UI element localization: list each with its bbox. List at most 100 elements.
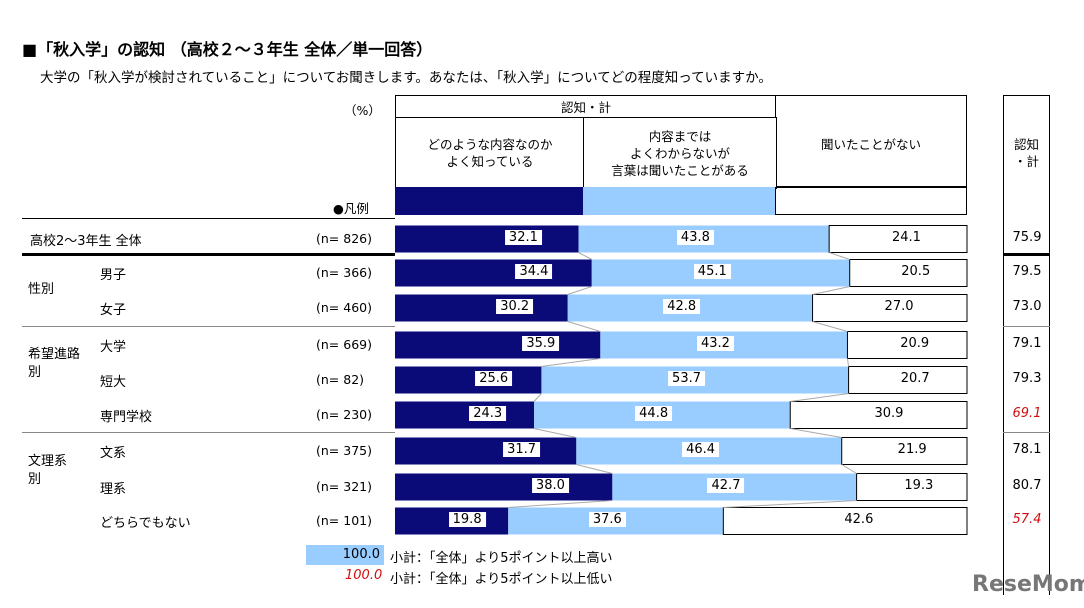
data-label: 27.0 — [880, 299, 918, 314]
sample-size: (n= 460) — [316, 300, 372, 315]
divider — [22, 432, 395, 433]
bar-segment — [395, 366, 542, 394]
header-group: 認知・計 — [395, 95, 777, 119]
data-label: 42.7 — [707, 478, 745, 493]
total-value: 79.1 — [1012, 336, 1042, 351]
divider — [22, 253, 395, 256]
bar-segment — [395, 225, 579, 253]
data-label: 24.3 — [469, 406, 507, 421]
bar-segment — [395, 259, 592, 287]
group-label: 文理系 別 — [28, 454, 68, 487]
divider — [22, 326, 395, 327]
connector-line — [723, 500, 857, 508]
category-label: 大学 — [100, 340, 127, 355]
data-label: 19.8 — [448, 512, 486, 527]
data-label: 20.9 — [896, 336, 934, 351]
group-label: 希望進路 別 — [28, 347, 81, 380]
data-label: 42.6 — [840, 512, 878, 527]
data-label: 43.8 — [676, 230, 714, 245]
category-label: 女子 — [100, 303, 127, 318]
data-label: 45.1 — [693, 264, 731, 279]
bar-segment — [395, 294, 568, 322]
connector-line — [578, 252, 593, 260]
connector-line — [508, 500, 613, 508]
sample-size: (n= 230) — [316, 407, 372, 422]
total-value: 78.1 — [1012, 442, 1042, 457]
connector-line — [541, 358, 601, 367]
sample-size: (n= 669) — [316, 337, 372, 352]
connector-line — [790, 428, 842, 438]
category-label: 短大 — [100, 375, 127, 390]
total-value: 79.5 — [1012, 264, 1042, 279]
data-label: 32.1 — [504, 230, 542, 245]
sample-size: (n= 826) — [316, 231, 372, 246]
connector-line — [790, 393, 849, 402]
category-label: 理系 — [100, 482, 127, 497]
data-label: 37.6 — [588, 512, 626, 527]
question-text: 大学の「秋入学が検討されていること」についてお聞きします。あなたは、「秋入学」に… — [40, 70, 772, 86]
sample-size: (n= 375) — [316, 443, 372, 458]
total-value: 75.9 — [1012, 230, 1042, 245]
header-total: 認知 ・計 — [1003, 95, 1050, 595]
data-label: 20.5 — [897, 264, 935, 279]
bar-segment — [395, 331, 601, 359]
sample-size: (n= 82) — [316, 372, 365, 387]
sample-size: (n= 101) — [316, 513, 372, 528]
connector-line — [812, 321, 848, 332]
data-label: 24.1 — [888, 230, 925, 245]
category-label: 文系 — [100, 446, 127, 461]
group-label: 性別 — [28, 282, 55, 297]
data-label: 53.7 — [668, 371, 705, 386]
category-label: 高校2～3年生 全体 — [30, 234, 142, 249]
legend-swatch-heard-only — [583, 187, 775, 215]
data-label: 43.2 — [696, 336, 734, 351]
data-label: 25.6 — [475, 371, 513, 386]
watermark-logo: ReseMom — [972, 572, 1084, 597]
total-value: 80.7 — [1012, 478, 1042, 493]
total-value: 69.1 — [1012, 406, 1042, 421]
bar-segment — [395, 473, 613, 501]
data-label: 19.3 — [900, 478, 938, 493]
legend-swatch-never — [775, 187, 967, 215]
unit-label: （%） — [344, 103, 381, 118]
chart-title: ■「秋入学」の認知 （高校２～３年生 全体／単一回答） — [22, 40, 433, 59]
connector-line — [828, 252, 850, 260]
data-label: 42.8 — [663, 299, 701, 314]
category-label: どちらでもない — [100, 516, 191, 531]
header-well-known: どのような内容なのか よく知っている — [395, 117, 585, 189]
divider — [1003, 432, 1050, 433]
data-label: 46.4 — [682, 442, 720, 457]
data-label: 30.9 — [870, 406, 908, 421]
legend-swatch-well-known — [395, 187, 583, 215]
divider — [22, 218, 395, 219]
data-label: 20.7 — [896, 371, 934, 386]
connector-line — [812, 286, 850, 295]
data-label: 30.2 — [496, 299, 534, 314]
divider — [1003, 253, 1050, 256]
connector-line — [533, 428, 577, 438]
data-label: 38.0 — [531, 478, 569, 493]
sample-size: (n= 321) — [316, 479, 372, 494]
category-label: 専門学校 — [100, 410, 153, 425]
connector-line — [841, 464, 857, 474]
header-never: 聞いたことがない — [775, 95, 967, 187]
connector-line — [567, 286, 592, 295]
connector-line — [533, 393, 542, 402]
data-label: 34.4 — [515, 264, 553, 279]
bar-segment — [395, 437, 577, 465]
bar-segment — [395, 401, 534, 429]
sample-size: (n= 366) — [316, 265, 372, 280]
data-label: 21.9 — [893, 442, 931, 457]
total-value: 79.3 — [1012, 371, 1042, 386]
note-sample-low: 100.0 — [345, 568, 383, 583]
note-low: 小計：「全体」より5ポイント以上低い — [390, 572, 613, 587]
connector-line — [576, 464, 613, 474]
connector-line — [846, 358, 850, 367]
divider — [1003, 326, 1050, 327]
total-value: 73.0 — [1012, 299, 1042, 314]
data-label: 35.9 — [522, 336, 560, 351]
legend-label: ●凡例 — [333, 201, 369, 216]
total-value: 57.4 — [1012, 512, 1042, 527]
data-label: 44.8 — [635, 406, 673, 421]
